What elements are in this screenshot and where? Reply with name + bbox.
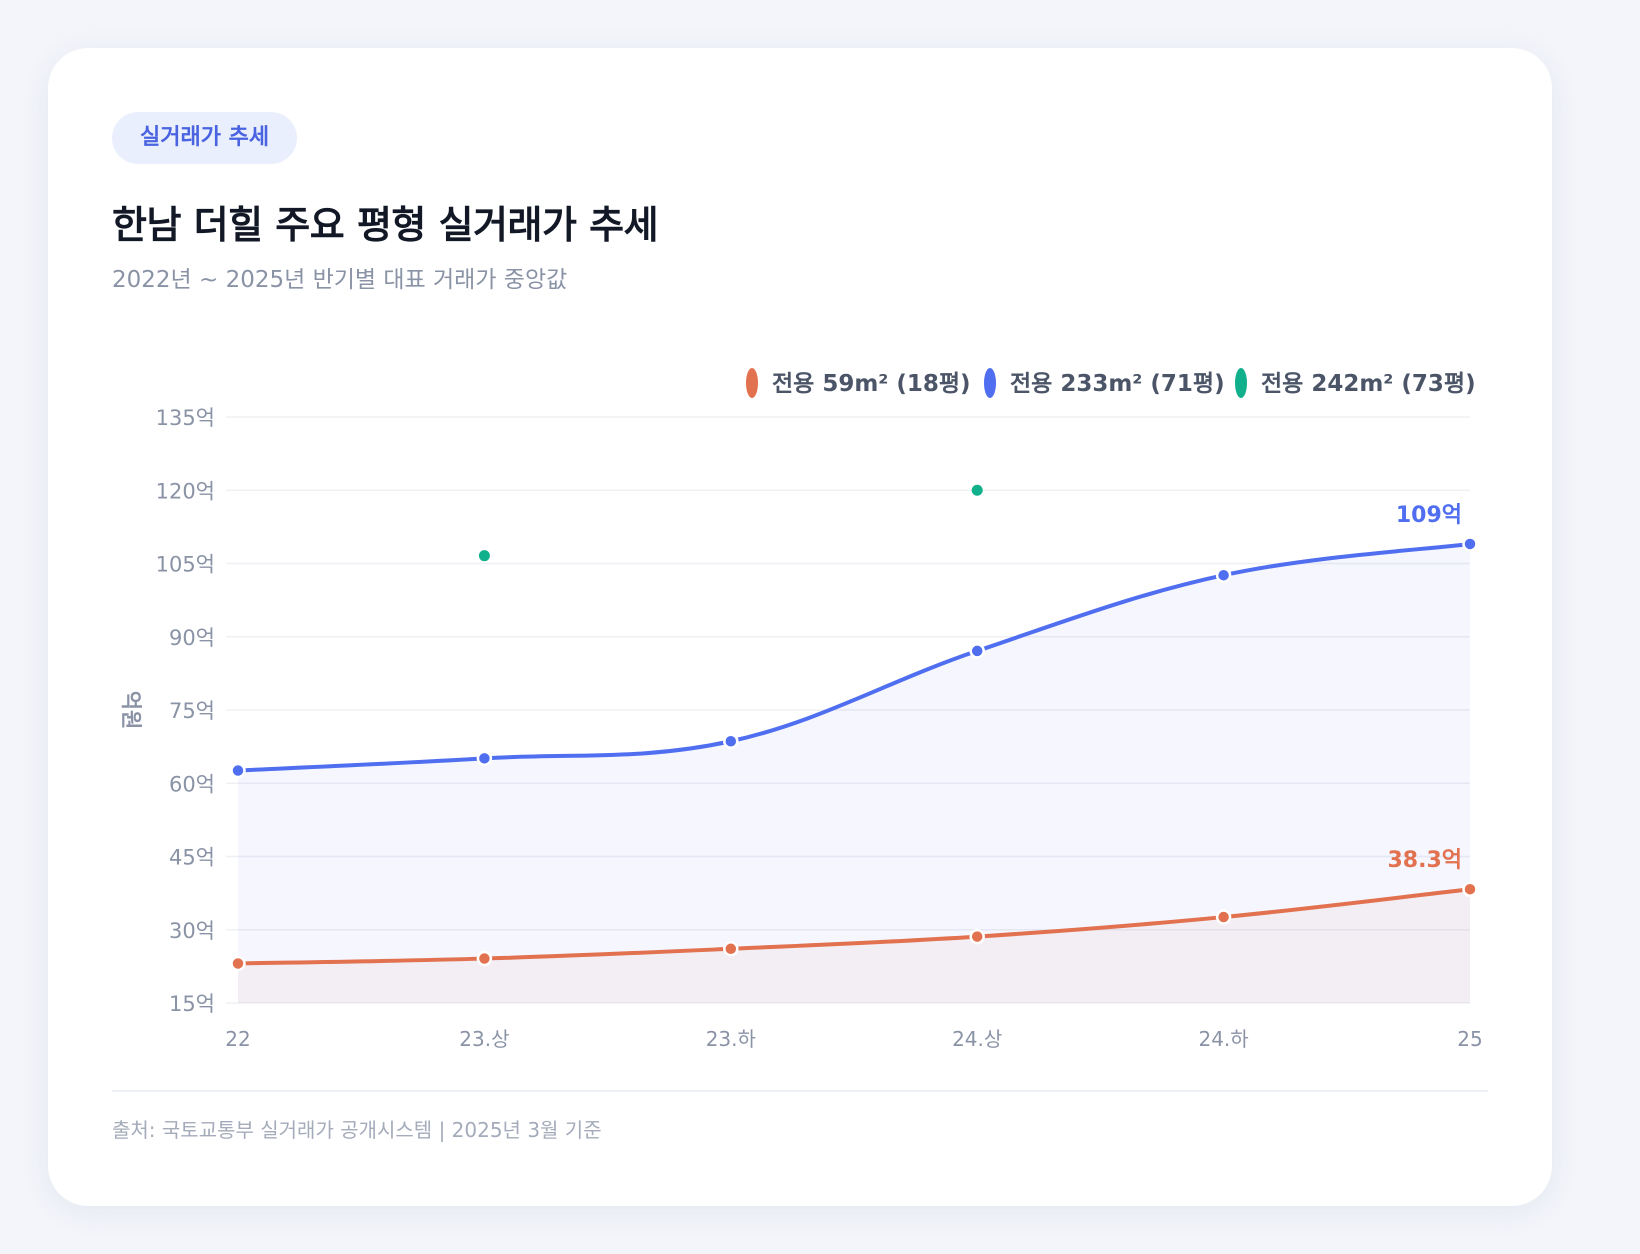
legend-label: 전용 233m² (71평)	[1010, 371, 1225, 397]
y-tick-label: 135억	[156, 406, 215, 430]
y-tick-label: 30억	[169, 919, 215, 943]
series-line	[236, 541, 1472, 773]
data-point	[1462, 881, 1478, 897]
y-tick-label: 15억	[169, 992, 215, 1016]
legend-marker	[746, 368, 758, 398]
x-tick-label: 23.상	[459, 1027, 509, 1051]
x-tick-label: 25	[1457, 1027, 1482, 1051]
x-tick-label: 24.상	[952, 1027, 1002, 1051]
legend-marker	[984, 368, 996, 398]
data-point	[969, 928, 985, 945]
legend-marker	[1235, 368, 1247, 398]
data-point	[969, 643, 985, 659]
y-tick-label: 60억	[169, 772, 215, 796]
x-tick-label: 22	[225, 1027, 250, 1051]
y-tick-label: 45억	[169, 846, 215, 870]
data-point	[476, 750, 493, 767]
legend-label: 전용 242m² (73평)	[1261, 371, 1476, 397]
chart-card: 실거래가 추세 한남 더힐 주요 평형 실거래가 추세 2022년 ~ 2025…	[48, 48, 1552, 1206]
y-tick-label: 120억	[156, 479, 215, 503]
data-point	[1215, 567, 1232, 583]
footer-divider	[112, 1090, 1488, 1092]
y-axis-label: 억원	[119, 691, 143, 730]
category-badge: 실거래가 추세	[112, 112, 298, 164]
series-line	[236, 887, 1472, 966]
chart-subtitle: 2022년 ~ 2025년 반기별 대표 거래가 중앙값	[112, 267, 568, 293]
data-point	[723, 733, 739, 750]
series-area	[238, 543, 1470, 1003]
data-point	[230, 955, 246, 972]
end-value-label: 109억	[1396, 503, 1462, 528]
y-tick-label: 90억	[169, 626, 215, 650]
source-note: 출처: 국토교통부 실거래가 공개시스템 | 2025년 3월 기준	[112, 1118, 602, 1142]
x-tick-label: 23.하	[706, 1027, 756, 1051]
y-tick-label: 75억	[169, 699, 215, 723]
data-point	[476, 950, 493, 967]
data-point	[230, 762, 246, 779]
end-value-label: 38.3억	[1387, 848, 1462, 873]
series-area	[238, 889, 1470, 1003]
data-point	[723, 941, 739, 957]
chart-title: 한남 더힐 주요 평형 실거래가 추세	[112, 203, 659, 247]
scatter-point	[971, 484, 983, 496]
scatter-point	[478, 550, 490, 562]
x-tick-label: 24.하	[1198, 1027, 1248, 1051]
data-point	[1462, 536, 1478, 552]
data-point	[1215, 909, 1232, 925]
legend-label: 전용 59m² (18평)	[772, 371, 971, 397]
y-tick-label: 105억	[156, 553, 215, 577]
